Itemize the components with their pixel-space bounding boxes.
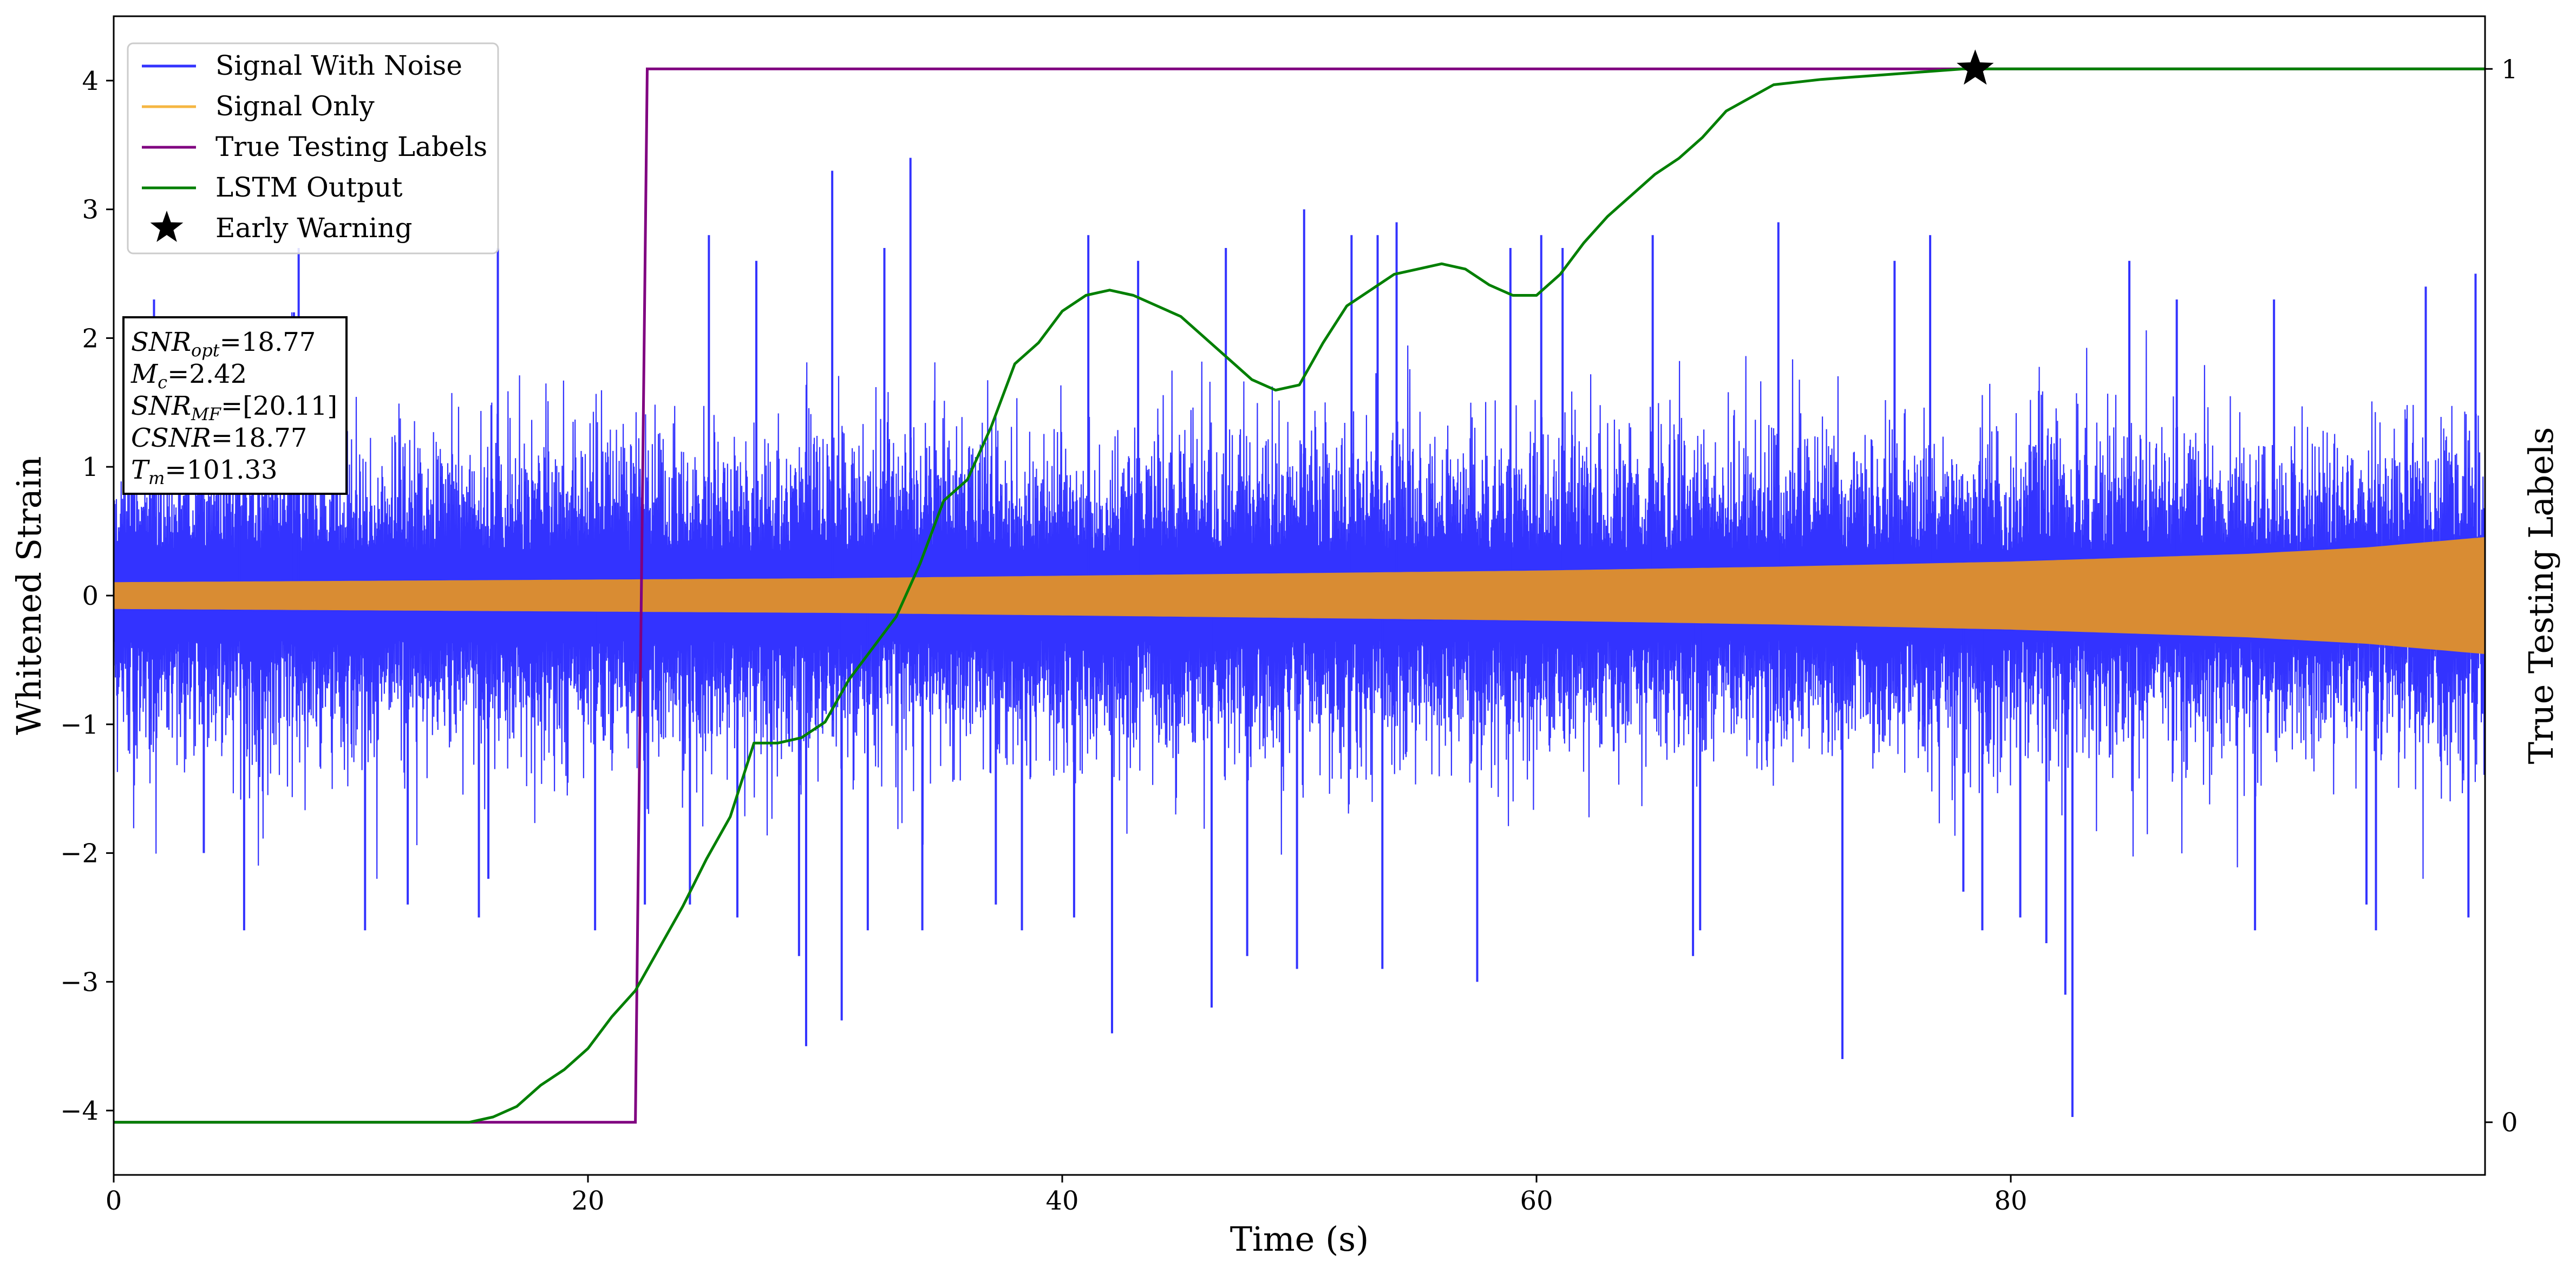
y-tick-label: 1 [82,452,99,482]
annotation-line: CSNR=18.77 [131,423,307,453]
annotation-line: Tm=101.33 [131,455,278,488]
x-tick-label: 40 [1045,1186,1078,1216]
star-icon [150,211,184,242]
legend-item-lstm-output: LSTM Output [142,172,402,203]
y-axis-right: 01 [2485,54,2518,1138]
y-right-tick-label: 0 [2501,1108,2518,1138]
legend-item-signal-with-noise: Signal With Noise [142,50,462,81]
y-right-tick-label: 1 [2501,54,2518,84]
legend-label: Early Warning [215,212,413,244]
x-axis: 0 20 40 60 80 [106,1175,2028,1216]
x-tick-label: 60 [1520,1186,1553,1216]
y-axis-right-label: True Testing Labels [2521,427,2561,765]
y-tick-label: −2 [60,839,99,869]
y-tick-label: −1 [60,710,99,740]
legend-item-true-testing-labels: True Testing Labels [142,131,487,162]
y-tick-label: 0 [82,581,99,611]
series-signal-with-noise [114,158,2485,1117]
y-tick-label: 3 [82,195,99,225]
annotation-line: SNRMF=[20.11] [131,391,337,424]
x-tick-label: 0 [106,1186,122,1216]
signal-envelope [114,537,2485,655]
lstm-line [114,67,2485,1124]
annotation-line: SNRopt=18.77 [131,327,316,361]
annotation-box: SNRopt=18.77Mc=2.42SNRMF=[20.11]CSNR=18.… [122,316,348,495]
noise-trace [114,312,2485,879]
y-tick-label: 2 [82,323,99,354]
legend-item-signal-only: Signal Only [142,90,375,122]
legend: Signal With Noise Signal Only True Testi… [127,42,499,254]
legend-label: LSTM Output [215,172,402,203]
legend-label: Signal Only [215,90,375,122]
series-early-warning [1957,49,1994,85]
legend-label: Signal With Noise [215,50,462,81]
early-warning-marker [1957,49,1994,85]
series-signal-only [114,537,2485,655]
annotation-frame [122,316,348,495]
series-lstm-output [114,67,2485,1124]
y-axis-label: Whitened Strain [9,456,49,735]
x-axis-label: Time (s) [1230,1219,1369,1259]
y-tick-label: 4 [82,66,99,96]
y-tick-label: −3 [60,967,99,997]
x-tick-label: 20 [571,1186,604,1216]
annotation-line: Mc=2.42 [130,359,247,393]
x-tick-label: 80 [1994,1186,2027,1216]
y-tick-label: −4 [60,1096,99,1126]
legend-label: True Testing Labels [215,131,487,162]
y-axis-left: −4 −3 −2 −1 0 1 2 3 4 [60,66,114,1126]
legend-item-early-warning: Early Warning [150,211,413,244]
legend-frame [127,42,499,254]
